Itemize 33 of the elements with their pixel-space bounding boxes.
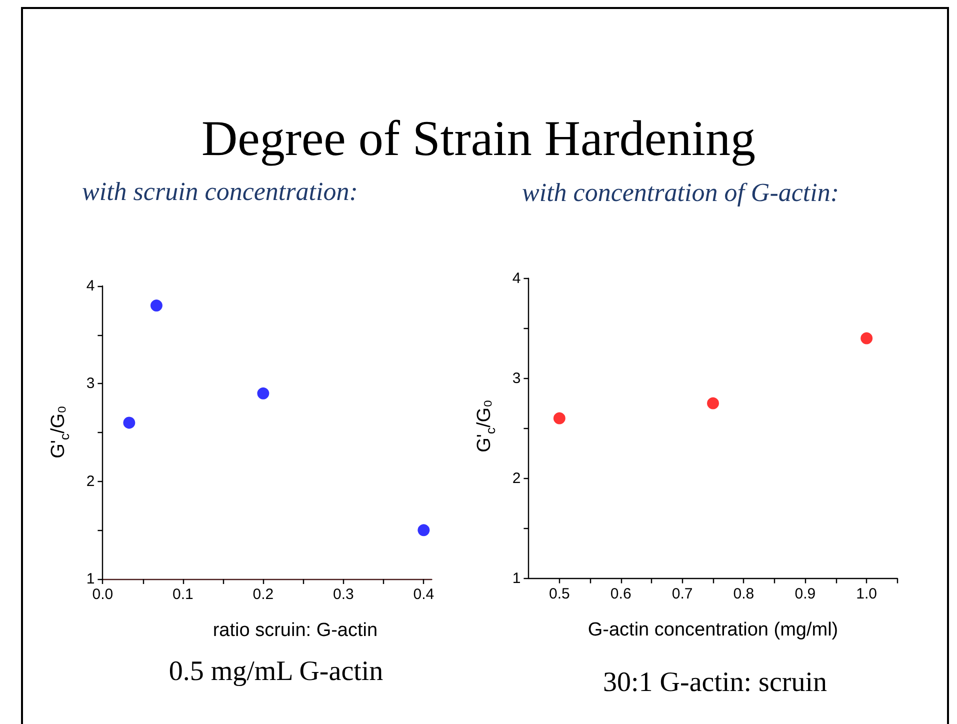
chart-subtitle: with scruin concentration: — [82, 177, 358, 207]
chart-subtitle: with concentration of G-actin: — [522, 178, 840, 208]
y-tick-label: 4 — [86, 278, 95, 294]
point — [123, 416, 136, 429]
x-tick-label: 0.9 — [794, 585, 816, 602]
point — [418, 524, 430, 536]
y-tick-label: 1 — [512, 570, 521, 587]
y-tick-label: 4 — [512, 270, 521, 287]
point — [860, 332, 873, 344]
x-axis-title: G-actin concentration (mg/ml) — [588, 619, 838, 640]
x-tick-label: 0.7 — [672, 585, 693, 602]
point — [707, 397, 719, 410]
x-tick-label: 0.4 — [413, 586, 434, 603]
text: 0.5 mg/mL G-actin — [168, 655, 384, 689]
x-tick-label: 0.8 — [733, 585, 754, 602]
x-axis-title: ratio scruin: G-actin — [212, 620, 378, 641]
point — [553, 412, 566, 424]
y-tick-label: 1 — [86, 570, 95, 588]
y-tick-label: 3 — [512, 370, 521, 387]
x-tick-label: 1.0 — [856, 585, 878, 602]
point — [150, 300, 162, 312]
point — [257, 387, 270, 400]
y-tick-label: 2 — [512, 470, 521, 487]
x-tick-label: 0.0 — [92, 586, 114, 603]
chart-title: Degree of Strain Hardening — [200, 109, 756, 168]
x-tick-label: 0.2 — [252, 586, 274, 603]
x-tick-label: 0.6 — [610, 585, 632, 602]
y-tick-label: 3 — [86, 375, 95, 392]
x-tick-label: 0.1 — [172, 586, 194, 603]
text: 30:1 G-actin: scruin — [603, 666, 827, 700]
x-tick-label: 0.3 — [333, 586, 354, 603]
y-tick-label: 2 — [86, 472, 95, 490]
x-tick-label: 0.5 — [548, 585, 570, 602]
